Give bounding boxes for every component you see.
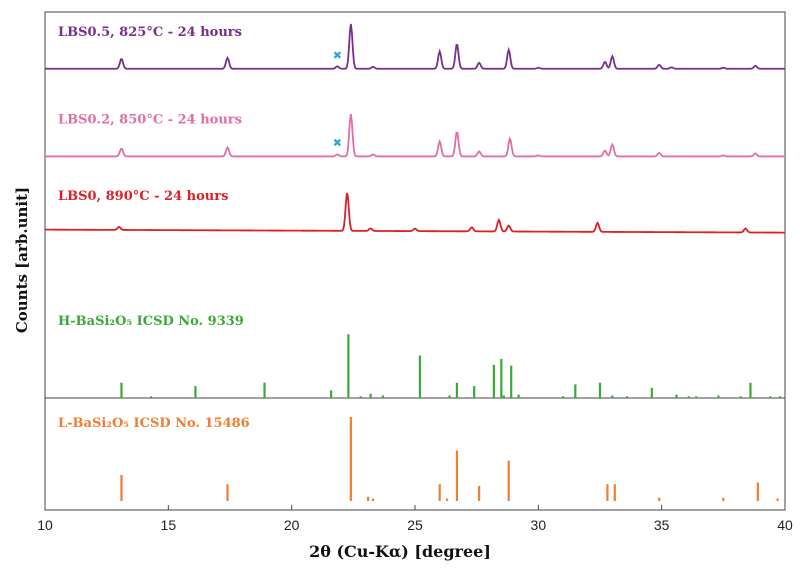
x-tick-label-10: 10 — [37, 517, 53, 533]
series-label-1: LBS0.2, 850°C - 24 hours — [58, 112, 242, 127]
y-axis-label-text: Counts [arb.unit] — [13, 186, 32, 334]
x-tick-label-35: 35 — [654, 517, 670, 533]
impurity-marker-1: ✖ — [333, 136, 342, 149]
reference-label-0: H-BaSi₂O₅ ICSD No. 9339 — [58, 314, 244, 329]
plot-frame — [44, 11, 786, 511]
series-line-1 — [45, 113, 785, 158]
x-tick-label-40: 40 — [777, 517, 793, 533]
series-label-0: LBS0.5, 825°C - 24 hours — [58, 25, 242, 40]
x-axis-label: 2θ (Cu-Kα) [degree] — [309, 542, 491, 561]
x-tick-label-30: 30 — [531, 517, 547, 533]
series-labels: LBS0.5, 825°C - 24 hours LBS0.2, 850°C - … — [58, 25, 242, 204]
x-tick-label-15: 15 — [161, 517, 177, 533]
x-axis-ticks: 10 15 20 25 30 35 40 — [37, 505, 793, 533]
x-tick-label-25: 25 — [407, 517, 423, 533]
series-line-2 — [45, 192, 785, 234]
reference-label-1: L-BaSi₂O₅ ICSD No. 15486 — [58, 416, 250, 431]
series-line-0 — [45, 23, 785, 70]
series-label-2: LBS0, 890°C - 24 hours — [58, 189, 228, 204]
reference-patterns: H-BaSi₂O₅ ICSD No. 9339 L-BaSi₂O₅ ICSD No… — [58, 314, 782, 501]
x-tick-label-20: 20 — [284, 517, 300, 533]
y-axis-label: Counts [arb.unit] — [2, 130, 42, 390]
impurity-marker-0: ✖ — [333, 49, 342, 62]
diffraction-series: ✖✖ — [45, 23, 785, 234]
